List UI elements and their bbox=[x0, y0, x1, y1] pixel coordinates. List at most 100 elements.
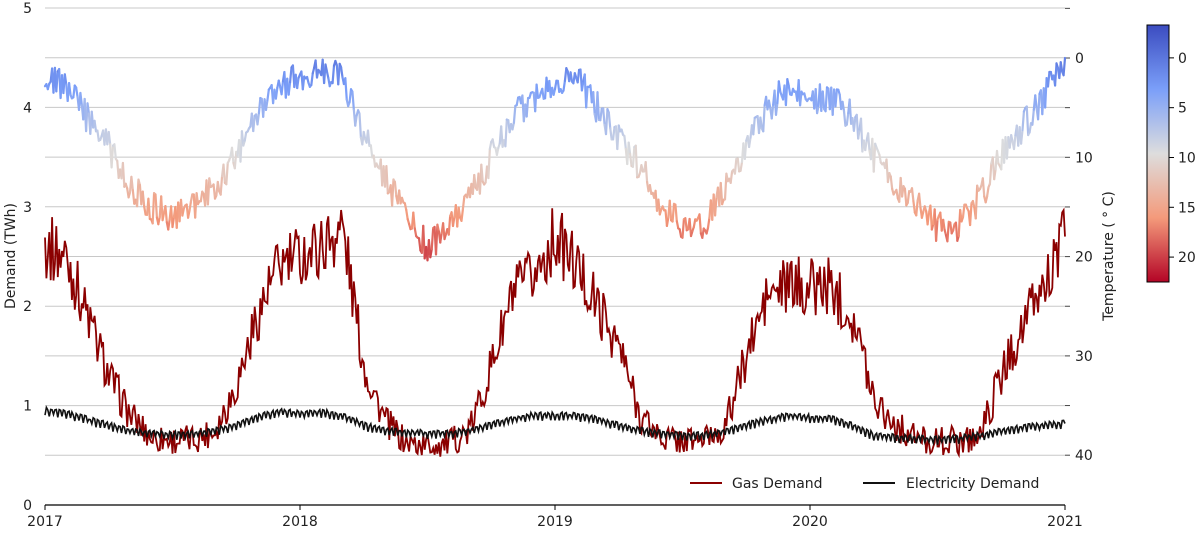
colorbar-tick-label: 0 bbox=[1178, 51, 1187, 67]
temperature-line-segment bbox=[1061, 62, 1062, 71]
temperature-line-segment bbox=[413, 213, 414, 229]
series-lines bbox=[45, 58, 1065, 457]
temperature-line-segment bbox=[360, 114, 361, 138]
temperature-line-segment bbox=[282, 81, 283, 94]
temperature-line-segment bbox=[267, 90, 268, 101]
temperature-line-segment bbox=[776, 103, 777, 115]
temperature-line-segment bbox=[854, 117, 855, 131]
temperature-line-segment bbox=[245, 133, 246, 141]
temperature-line-segment bbox=[836, 89, 837, 106]
temperature-line-segment bbox=[936, 220, 937, 241]
temperature-line-segment bbox=[994, 169, 995, 179]
x-tick-label: 2018 bbox=[282, 514, 318, 530]
temperature-line-segment bbox=[582, 81, 583, 90]
temperature-line-segment bbox=[311, 73, 312, 85]
temperature-line-segment bbox=[221, 176, 222, 195]
temperature-line-segment bbox=[392, 179, 393, 205]
colorbar-tick-label: 20 bbox=[1178, 250, 1196, 266]
temperature-line-segment bbox=[1032, 110, 1033, 125]
temperature-line-segment bbox=[823, 91, 824, 109]
temperature-line-segment bbox=[987, 187, 988, 196]
temperature-line-segment bbox=[1035, 95, 1036, 108]
temperature-line-segment bbox=[683, 219, 684, 237]
temperature-line-segment bbox=[453, 217, 454, 226]
legend-label-electricity: Electricity Demand bbox=[906, 476, 1039, 492]
temperature-line-segment bbox=[355, 115, 356, 125]
temperature-line-segment bbox=[963, 205, 964, 217]
temperature-line-segment bbox=[148, 199, 149, 219]
temperature-line-segment bbox=[970, 203, 971, 225]
temperature-line-segment bbox=[415, 228, 416, 236]
temperature-line-segment bbox=[763, 105, 764, 131]
temperature-line-segment bbox=[259, 98, 260, 113]
temperature-line-segment bbox=[463, 196, 464, 209]
temperature-line-segment bbox=[916, 201, 917, 216]
temperature-line-segment bbox=[735, 159, 736, 174]
temperature-line-segment bbox=[947, 222, 948, 241]
temperature-line-segment bbox=[708, 218, 709, 228]
temperature-line-segment bbox=[406, 210, 407, 219]
temperature-line-segment bbox=[368, 131, 369, 146]
legend: Gas Demand Electricity Demand bbox=[690, 476, 1039, 492]
temperature-line-segment bbox=[633, 147, 634, 167]
temperature-line-segment bbox=[983, 178, 984, 196]
temperature-line-segment bbox=[646, 162, 647, 182]
temperature-line-segment bbox=[891, 177, 892, 189]
temperature-line-segment bbox=[253, 116, 254, 131]
temperature-line-segment bbox=[224, 165, 225, 183]
temperature-line-segment bbox=[912, 188, 913, 201]
y2-tick-label: 20 bbox=[1075, 250, 1093, 266]
temperature-line-segment bbox=[844, 111, 845, 126]
y-tick-label: 2 bbox=[23, 299, 32, 315]
x-tick-label: 2021 bbox=[1047, 514, 1083, 530]
temperature-line-segment bbox=[191, 194, 192, 201]
temperature-line-segment bbox=[943, 220, 944, 230]
temperature-line-segment bbox=[276, 88, 277, 99]
temperature-line-segment bbox=[95, 121, 96, 131]
temperature-line-segment bbox=[218, 182, 219, 191]
temperature-line-segment bbox=[731, 171, 732, 182]
temperature-line-segment bbox=[680, 229, 681, 236]
temperature-line-segment bbox=[488, 149, 489, 178]
temperature-line-segment bbox=[930, 206, 931, 230]
temperature-line-segment bbox=[481, 165, 482, 182]
x-tick-label: 2019 bbox=[537, 514, 573, 530]
temperature-line-segment bbox=[371, 145, 372, 157]
temperature-line-segment bbox=[913, 201, 914, 212]
colorbar-tick-label: 15 bbox=[1178, 200, 1196, 216]
temperature-line-segment bbox=[990, 163, 991, 183]
temperature-line-segment bbox=[997, 151, 998, 164]
temperature-line-segment bbox=[606, 109, 607, 134]
temperature-line-segment bbox=[156, 194, 157, 217]
temperature-line-segment bbox=[667, 217, 668, 225]
colorbar-gradient bbox=[1147, 25, 1169, 282]
temperature-line-segment bbox=[430, 249, 431, 257]
temperature-line-segment bbox=[1014, 135, 1015, 149]
temperature-line-segment bbox=[165, 206, 166, 222]
temperature-line-segment bbox=[352, 92, 353, 110]
temperature-line-segment bbox=[338, 64, 339, 84]
temperature-line-segment bbox=[137, 180, 138, 207]
temperature-line-segment bbox=[879, 155, 880, 163]
temperature-line-segment bbox=[341, 67, 342, 77]
temperature-line-segment bbox=[505, 120, 506, 147]
temperature-line-segment bbox=[600, 109, 601, 120]
colorbar-tick-label: 10 bbox=[1178, 150, 1196, 166]
temperature-line-segment bbox=[630, 154, 631, 166]
temperature-line-segment bbox=[753, 118, 754, 134]
temperature-line-segment bbox=[69, 83, 70, 95]
temperature-line-segment bbox=[586, 87, 587, 107]
temperature-line-segment bbox=[56, 71, 57, 91]
temperature-line-segment bbox=[190, 202, 191, 211]
temperature-line-segment bbox=[333, 66, 334, 83]
temperature-line-segment bbox=[760, 118, 761, 129]
temperature-line-segment bbox=[745, 141, 746, 159]
temperature-line-segment bbox=[395, 182, 396, 196]
temperature-line-segment bbox=[173, 217, 174, 227]
y-tick-label: 4 bbox=[23, 100, 32, 116]
temperature-line-segment bbox=[779, 81, 780, 91]
temperature-line-segment bbox=[258, 113, 259, 124]
temperature-line-segment bbox=[226, 163, 227, 184]
temperature-line-segment bbox=[114, 144, 115, 159]
